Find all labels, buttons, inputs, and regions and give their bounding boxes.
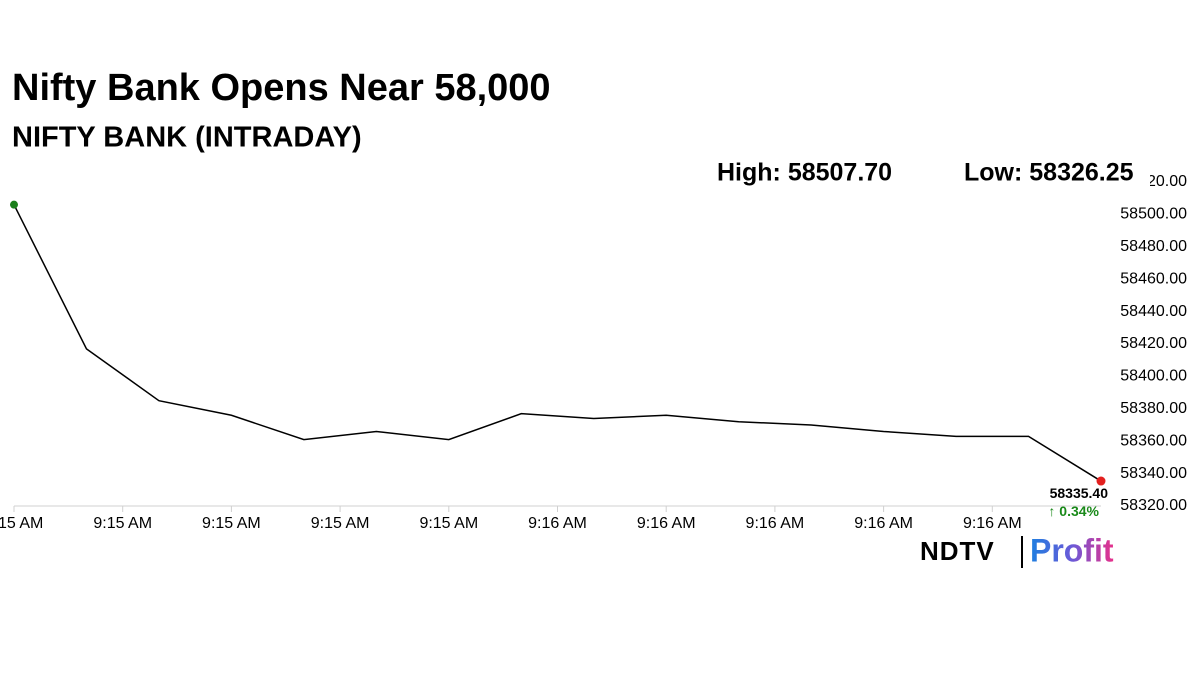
chart-subtitle: NIFTY BANK (INTRADAY) xyxy=(12,122,362,154)
logo-profit: Profit xyxy=(1030,532,1114,568)
label-backdrop xyxy=(950,156,1150,190)
plot: 58320.00 58340.00 58360.00 58380.00 58400.00… xyxy=(0,200,1187,532)
y-tick-label: 58440.00 xyxy=(1120,303,1187,320)
x-tick-label: 9:15 AM xyxy=(93,515,152,532)
x-tick-label: 9:15 AM xyxy=(202,515,261,532)
y-tick-label: 58480.00 xyxy=(1120,238,1187,255)
end-value-label: 58335.40 xyxy=(1050,485,1109,501)
y-tick-label: 58340.00 xyxy=(1120,465,1187,482)
x-tick-label: 9:16 AM xyxy=(528,515,587,532)
x-tick-label: 9:16 AM xyxy=(637,515,696,532)
logo: NDTV Profit xyxy=(920,532,1114,568)
change-label: ↑ 0.34% xyxy=(1048,503,1099,519)
y-tick-label: 58320.00 xyxy=(1120,497,1187,514)
x-tick-label: 9:16 AM xyxy=(963,515,1022,532)
x-tick-label: 9:15 AM xyxy=(419,515,478,532)
y-tick-label: 58500.00 xyxy=(1120,206,1187,223)
low-label: Low: 58326.25 xyxy=(964,159,1134,187)
high-label: High: 58507.70 xyxy=(717,159,892,187)
chart-title: Nifty Bank Opens Near 58,000 xyxy=(12,67,551,109)
y-tick-label: 58420.00 xyxy=(1120,335,1187,352)
line xyxy=(13,204,1102,482)
x-tick-label: 9:15 AM xyxy=(0,515,43,532)
x-tick-label: 9:16 AM xyxy=(854,515,913,532)
x-tick-label: 9:15 AM xyxy=(311,515,370,532)
y-tick-label: 58400.00 xyxy=(1120,368,1187,385)
y-tick-label: 58460.00 xyxy=(1120,270,1187,287)
x-tick-label: 9:16 AM xyxy=(746,515,805,532)
logo-ndtv: NDTV xyxy=(920,536,995,566)
y-tick-label: 58360.00 xyxy=(1120,432,1187,449)
end-point xyxy=(1096,476,1106,486)
y-tick-label: 58380.00 xyxy=(1120,400,1187,417)
start-point xyxy=(10,200,18,209)
